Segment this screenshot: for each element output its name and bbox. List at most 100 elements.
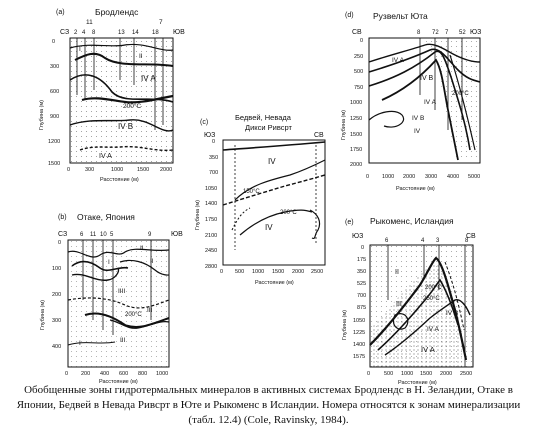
panel-c-ylabel: Глубина (м) [195,200,201,230]
panel-d-zone-4: IV B [412,115,424,122]
panel-b-ylabel: Глубина (м) [40,300,46,330]
panel-a: (a) Бродлендс СЗ ЮВ 11 7 2 4 8 13 14 18 [39,7,185,183]
svg-text:1500: 1500 [420,371,432,377]
svg-text:875: 875 [357,305,366,311]
svg-text:5000: 5000 [468,174,480,180]
svg-text:2100: 2100 [205,233,217,239]
panel-b-yticks: 0 100 200 300 400 [52,240,61,350]
panel-d-zone-3: IV A [424,99,437,106]
panel-b-xticks: 0 200 400 600 800 1000 [65,371,168,377]
panel-d-title: Рузвельт Юта [373,11,428,21]
svg-text:0: 0 [212,139,215,145]
panel-d-dir-right: ЮЗ [470,29,481,36]
svg-text:2000: 2000 [440,371,452,377]
panel-e-isotherm-1: 200°C [425,285,442,291]
panel-c-subtitle: Дикси Ривсрт [245,123,293,132]
svg-text:0: 0 [58,240,61,246]
panel-e-letter: (e) [345,219,354,226]
svg-text:1500: 1500 [272,269,284,275]
svg-text:400: 400 [100,371,109,377]
svg-text:600: 600 [119,371,128,377]
panel-d-zone-5: IV [414,128,421,135]
panel-a-dir-right: ЮВ [173,29,185,36]
panel-d-frame [368,37,481,164]
panel-b-zone-5: III [147,307,153,314]
panel-e-xticks: 0 500 1000 1500 2000 2500 [367,371,472,377]
svg-text:1500: 1500 [48,161,60,167]
panel-a-zone-5: IV A [99,153,112,160]
panel-c-title: Бедвей, Невада [235,113,292,122]
panel-b-well-2: 11 [90,232,97,238]
svg-text:1400: 1400 [353,342,365,348]
svg-text:1000: 1000 [252,269,264,275]
svg-text:1200: 1200 [48,139,60,145]
panel-d-well-1: 8 [417,30,421,36]
panel-d-zone-1: IV A [392,57,405,64]
svg-text:1575: 1575 [353,354,365,360]
panel-a-frame [69,37,174,164]
panel-d-stipple [420,38,480,160]
panel-b-dir-right: ЮВ [171,231,183,238]
panel-a-well-lines [76,38,164,130]
svg-text:2500: 2500 [311,269,323,275]
svg-text:700: 700 [357,293,366,299]
svg-text:1750: 1750 [350,147,362,153]
panel-b-title: Отаке, Япония [77,212,135,222]
panel-d-xlabel: Расстояние (м) [396,186,435,192]
panel-e: (e) Рыкоменс, Исландия ЮЗ СВ 6 4 3 8 II … [342,216,476,386]
svg-text:100: 100 [52,266,61,272]
panel-b-zone-6: I [79,340,81,347]
panel-b-zone-4: IIII [118,288,125,295]
panel-e-yticks: 0 175 350 525 700 875 1050 1225 1400 157… [353,245,366,360]
svg-text:0: 0 [367,371,370,377]
panel-c-isotherm-2: 200°C [280,210,297,216]
svg-text:1050: 1050 [205,186,217,192]
svg-text:500: 500 [384,371,393,377]
panel-e-dir-right: СВ [466,233,476,240]
panel-a-well-3: 8 [92,30,96,36]
panel-e-well-4: 8 [465,238,469,244]
svg-text:350: 350 [357,269,366,275]
panel-d-dir-left: СВ [352,29,362,36]
panel-a-well-5: 14 [132,30,139,36]
panel-c-letter: (c) [200,119,208,126]
panel-d-boundaries [368,43,481,161]
panel-c-xticks: 0 500 1000 1500 2000 2500 [220,269,323,275]
panel-a-well-2: 4 [82,30,86,36]
panel-e-well-2: 4 [421,238,425,244]
panel-b-dir-left: СЗ [58,231,67,238]
panel-b-xlabel: Расстояние (м) [99,379,138,385]
svg-text:1000: 1000 [156,371,168,377]
svg-text:0: 0 [67,167,70,173]
svg-text:1225: 1225 [353,330,365,336]
panel-c-dir-right: СВ [314,132,324,139]
svg-text:250: 250 [354,54,363,60]
panel-b-isotherm: 200°C [125,312,142,318]
svg-text:2000: 2000 [292,269,304,275]
svg-text:300: 300 [52,318,61,324]
panel-a-well-top-1: 11 [86,19,93,26]
panel-b-well-3: 10 [100,232,107,238]
panel-e-isotherm-2: 250°C [423,296,440,302]
svg-text:2450: 2450 [205,248,217,254]
panel-c-frame [222,139,326,266]
panel-d-isotherm: 200°C [452,91,469,97]
svg-text:300: 300 [85,167,94,173]
panel-b-well-4: 5 [110,232,114,238]
svg-text:1400: 1400 [205,201,217,207]
svg-text:2000: 2000 [403,174,415,180]
panel-d-ylabel: Глубина (м) [341,110,347,140]
svg-text:1000: 1000 [111,167,123,173]
svg-text:0: 0 [52,39,55,45]
panel-a-well-4: 13 [118,30,125,36]
svg-text:900: 900 [50,114,59,120]
panel-a-zone-3: IV A [141,74,156,83]
figure-caption: Обобщенные зоны гидротермальных минерало… [16,384,521,426]
panel-c-yticks: 0 350 700 1050 1400 1750 2100 2450 2800 [205,139,218,270]
panel-c-boundaries [222,141,326,240]
panel-b-zone-3: II [150,258,154,265]
svg-text:2000: 2000 [350,162,362,168]
svg-text:400: 400 [52,344,61,350]
svg-text:700: 700 [209,170,218,176]
